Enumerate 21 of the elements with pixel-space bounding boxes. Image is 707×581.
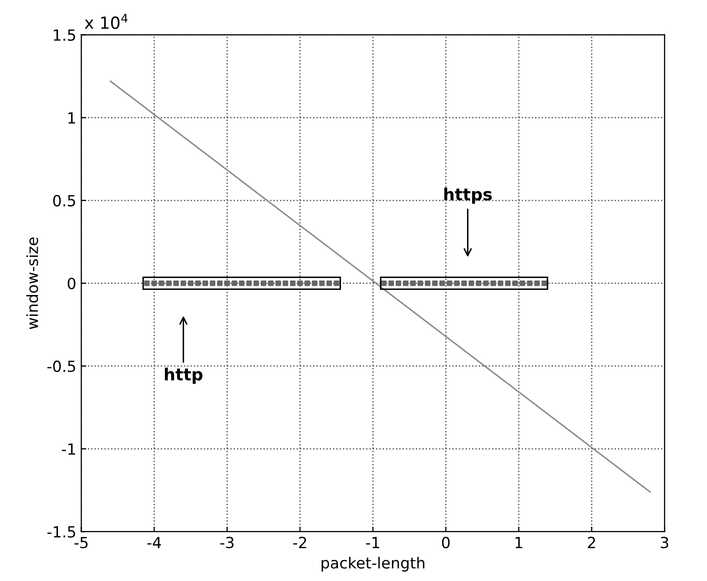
- x-tick-label: 2: [588, 536, 595, 548]
- y-axis-title: window-size: [26, 238, 38, 330]
- x-tick-label: 0: [442, 536, 450, 548]
- text: x 10$^{4}$: [84, 14, 128, 30]
- annotation: https: [444, 188, 492, 204]
- x-axis-title: packet-length: [322, 556, 424, 572]
- x-tick-label: -1: [366, 536, 380, 548]
- y-tick-label: 0.5: [53, 194, 76, 206]
- x-tick-label: -5: [74, 536, 88, 548]
- x-tick-label: 3: [660, 536, 668, 548]
- x-tick-label: 1: [516, 536, 522, 548]
- y-tick-label: 1.5: [54, 30, 76, 41]
- x-tick-label: -4: [147, 536, 161, 548]
- y-tick-label: -1.5: [47, 526, 76, 538]
- y-tick-label: 0: [68, 278, 76, 290]
- y-tick-label: 1: [68, 112, 76, 124]
- y-tick-label: -1: [62, 443, 76, 455]
- x-tick-label: -3: [220, 536, 234, 548]
- annotation: http: [164, 368, 202, 384]
- y-tick-label: -0.5: [47, 360, 76, 372]
- x-tick-label: -2: [293, 536, 306, 548]
